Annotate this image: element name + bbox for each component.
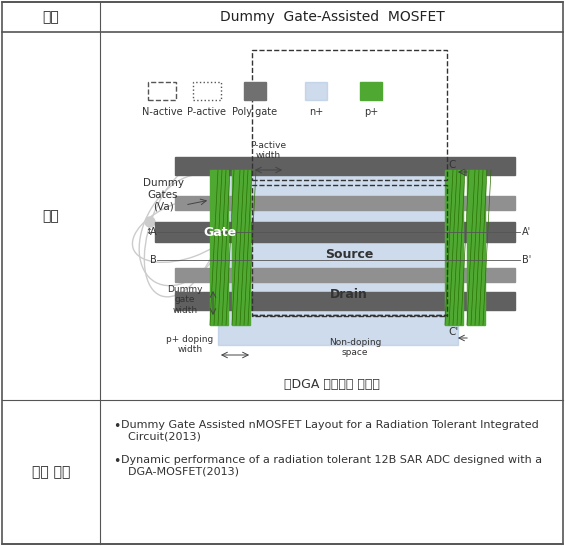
Text: Non-doping
space: Non-doping space xyxy=(329,338,381,358)
Text: 〈DGA 내방사선 구조〉: 〈DGA 내방사선 구조〉 xyxy=(284,378,380,391)
Text: Dummy Gate Assisted nMOSFET Layout for a Radiation Tolerant Integrated
  Circuit: Dummy Gate Assisted nMOSFET Layout for a… xyxy=(121,420,539,442)
Bar xyxy=(445,170,463,325)
Text: ↕: ↕ xyxy=(145,228,152,236)
Bar xyxy=(232,170,250,325)
Bar xyxy=(175,292,515,310)
Bar xyxy=(175,157,515,175)
Bar xyxy=(193,82,221,100)
Circle shape xyxy=(145,217,155,227)
Text: C': C' xyxy=(448,327,458,337)
Text: 구조: 구조 xyxy=(42,209,59,223)
Bar xyxy=(252,185,447,315)
Bar xyxy=(175,196,515,210)
Text: P-active
width: P-active width xyxy=(250,141,286,160)
Bar xyxy=(305,82,327,100)
Bar xyxy=(360,82,382,100)
Text: C: C xyxy=(448,160,455,170)
Bar xyxy=(148,82,176,100)
Text: Poly gate: Poly gate xyxy=(232,107,277,117)
Bar xyxy=(175,268,515,282)
Text: •: • xyxy=(113,455,120,468)
Text: Drain: Drain xyxy=(330,288,368,301)
Text: N-active: N-active xyxy=(142,107,182,117)
Text: Dummy  Gate-Assisted  MOSFET: Dummy Gate-Assisted MOSFET xyxy=(220,10,445,24)
Text: Dummy
gate
width: Dummy gate width xyxy=(167,285,203,315)
Text: B': B' xyxy=(522,255,531,265)
Text: A: A xyxy=(150,227,157,237)
Text: Gate: Gate xyxy=(203,225,237,239)
Bar xyxy=(155,222,515,242)
Text: p+ doping
width: p+ doping width xyxy=(166,335,214,354)
Bar xyxy=(252,50,447,180)
Bar xyxy=(244,82,266,100)
Text: A': A' xyxy=(522,227,531,237)
Text: B: B xyxy=(150,255,157,265)
Bar xyxy=(252,315,447,316)
Text: Dummy
Gates
(Va): Dummy Gates (Va) xyxy=(142,179,184,212)
Text: Dynamic performance of a radiation tolerant 12B SAR ADC designed with a
  DGA-MO: Dynamic performance of a radiation toler… xyxy=(121,455,542,477)
Text: n+: n+ xyxy=(309,107,323,117)
Text: Source: Source xyxy=(325,248,373,262)
Text: •: • xyxy=(113,420,120,433)
Bar xyxy=(218,170,458,345)
Text: P-active: P-active xyxy=(188,107,227,117)
Bar xyxy=(210,170,228,325)
Bar xyxy=(467,170,485,325)
Text: 제목: 제목 xyxy=(42,10,59,24)
Text: p+: p+ xyxy=(364,107,378,117)
Text: 관련 문헌: 관련 문헌 xyxy=(32,465,70,479)
